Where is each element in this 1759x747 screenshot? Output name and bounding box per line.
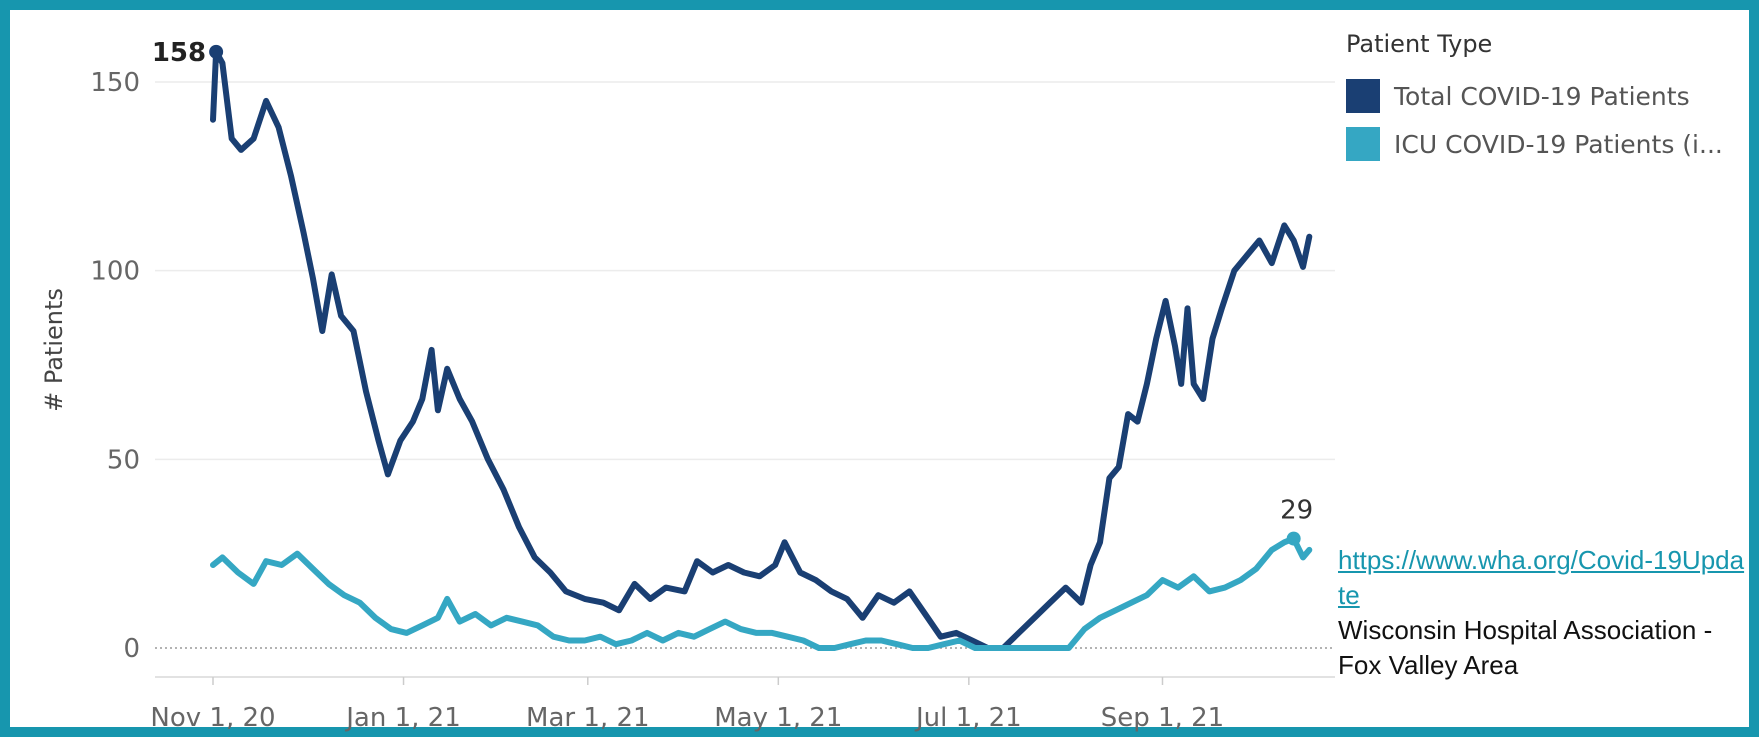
legend-swatch-icu	[1346, 127, 1380, 161]
series-1-marker-0	[1286, 531, 1301, 546]
legend-swatch-total	[1346, 79, 1380, 113]
x-tick-label-5: Sep 1, 21	[1101, 703, 1224, 733]
line-chart: 0 50 100 150 Nov 1, 20 Jan 1, 21 Mar 1, 21 May …	[40, 38, 1335, 733]
series-line-1	[210, 535, 1313, 651]
data-label-1-0: 29	[1280, 496, 1313, 526]
x-tick-label-2: Mar 1, 21	[526, 703, 649, 733]
series-line-0	[210, 48, 1313, 651]
legend-label-icu: ICU COVID-19 Patients (i...	[1394, 129, 1723, 159]
source-description: Wisconsin Hospital Association - Fox Val…	[1338, 615, 1713, 680]
legend-item-total[interactable]: Total COVID-19 Patients	[1346, 72, 1756, 120]
legend: Patient Type Total COVID-19 Patients ICU…	[1346, 30, 1756, 168]
source-link[interactable]: https://www.wha.org/Covid-19Update	[1338, 545, 1745, 610]
legend-title: Patient Type	[1346, 30, 1493, 58]
data-label-0-0: 158	[152, 38, 206, 68]
y-tick-label-50: 50	[107, 445, 140, 475]
x-tick-label-4: Jul 1, 21	[914, 703, 1022, 733]
source-note: https://www.wha.org/Covid-19Update Wisco…	[1338, 543, 1748, 683]
y-tick-label-0: 0	[123, 634, 140, 664]
y-axis-label: # Patients	[40, 288, 68, 412]
x-tick-label-3: May 1, 21	[714, 703, 842, 733]
series-0-marker-0	[209, 44, 224, 59]
y-tick-label-100: 100	[90, 257, 140, 287]
x-tick-label-0: Nov 1, 20	[150, 703, 275, 733]
y-tick-label-150: 150	[90, 68, 140, 98]
legend-label-total: Total COVID-19 Patients	[1394, 81, 1690, 111]
legend-item-icu[interactable]: ICU COVID-19 Patients (i...	[1346, 120, 1756, 168]
x-tick-label-1: Jan 1, 21	[344, 703, 461, 733]
